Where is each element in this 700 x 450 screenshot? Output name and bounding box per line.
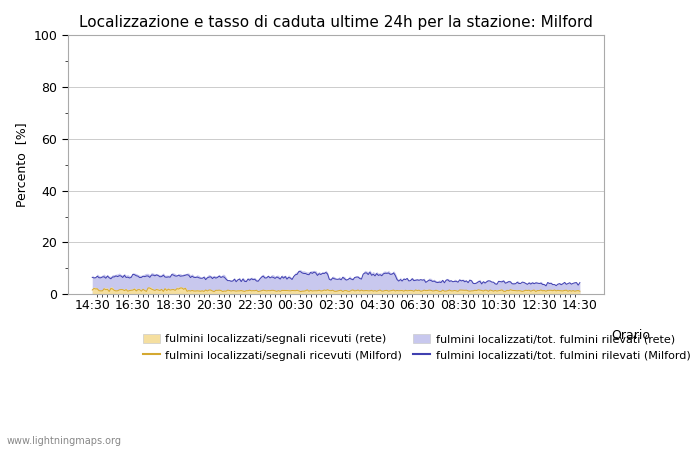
Title: Localizzazione e tasso di caduta ultime 24h per la stazione: Milford: Localizzazione e tasso di caduta ultime … [79,15,593,30]
Legend: fulmini localizzati/segnali ricevuti (rete), fulmini localizzati/segnali ricevut: fulmini localizzati/segnali ricevuti (re… [143,333,690,360]
Text: www.lightningmaps.org: www.lightningmaps.org [7,436,122,446]
Y-axis label: Percento  [%]: Percento [%] [15,122,28,207]
Text: Orario: Orario [611,329,650,342]
